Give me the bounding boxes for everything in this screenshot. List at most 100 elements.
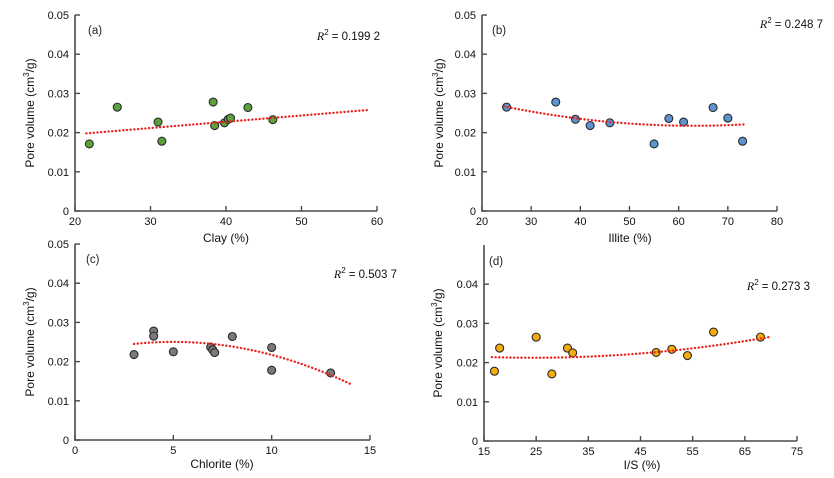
x-tick-label: 65 (739, 446, 751, 458)
data-point (157, 136, 167, 146)
r-squared-value: = 0.248 7 (774, 19, 823, 31)
r-symbol: R (746, 279, 755, 293)
panel-label: (b) (492, 25, 507, 37)
y-tick-label: 0.04 (48, 278, 69, 290)
x-tick-label: 40 (574, 216, 586, 228)
data-point (667, 344, 677, 354)
r-exponent: 2 (341, 266, 346, 276)
y-tick-label: 0.02 (48, 128, 69, 140)
data-point (664, 113, 674, 124)
y-axis-title: Pore volume (cm3/g) (431, 58, 446, 168)
r-exponent: 2 (754, 278, 759, 288)
x-tick-label: 35 (582, 446, 594, 458)
y-axis-title: Pore volume (cm3/g) (22, 58, 37, 168)
y-tick-label: 0.01 (457, 397, 478, 409)
trend-line (490, 335, 773, 359)
data-point (585, 120, 595, 131)
data-point (708, 327, 719, 337)
r-squared-annotation: R2 = 0.199 2 (317, 29, 380, 44)
x-axis-title: Illite (%) (608, 231, 652, 245)
x-tick-label: 50 (295, 216, 307, 228)
data-point (84, 139, 94, 149)
data-point (112, 102, 122, 112)
r-squared-value: = 0.273 3 (761, 281, 810, 293)
data-point (531, 332, 541, 342)
data-point (168, 347, 178, 357)
data-point (495, 343, 505, 353)
data-point (723, 113, 733, 123)
panel-label: (a) (88, 25, 103, 37)
r-squared-annotation: R2 = 0.503 7 (334, 267, 397, 282)
y-tick-label: 0 (63, 206, 69, 218)
y-tick-label: 0.01 (48, 396, 69, 408)
y-tick-label: 0.01 (455, 167, 476, 179)
data-point (149, 331, 159, 341)
axis (74, 15, 377, 212)
x-tick-label: 80 (771, 216, 783, 228)
y-axis-title: Pore volume (cm3/g) (22, 287, 37, 397)
axis (483, 245, 797, 442)
r-exponent: 2 (767, 16, 772, 26)
x-axis-title: Clay (%) (202, 231, 250, 245)
x-tick-label: 20 (476, 216, 488, 228)
data-point (547, 369, 557, 379)
y-tick-label: 0.01 (48, 167, 69, 179)
trend-line (85, 108, 371, 135)
x-tick-label: 10 (266, 445, 278, 457)
x-tick-label: 15 (364, 445, 376, 457)
x-tick-label: 55 (687, 446, 699, 458)
y-tick-label: 0.03 (48, 317, 69, 329)
data-point (267, 365, 277, 375)
y-tick-label: 0.03 (457, 318, 478, 330)
x-tick-label: 40 (220, 216, 232, 228)
data-point (570, 114, 580, 124)
x-tick-label: 50 (623, 216, 635, 228)
data-point (708, 102, 718, 113)
y-tick-label: 0 (63, 435, 69, 447)
scatter-plot-is: 15 25 35 45 55 65 75 0 0.01 0.02 0.03 0.04 (457, 245, 803, 458)
trend-line (502, 105, 747, 127)
y-tick-label: 0.02 (457, 358, 478, 370)
x-axis-title: Chlorite (%) (190, 457, 254, 471)
trend-line (132, 340, 352, 386)
y-tick-label: 0.03 (48, 88, 69, 100)
x-tick-label: 30 (144, 216, 156, 228)
y-tick-label: 0 (472, 436, 478, 448)
data-point (210, 348, 220, 358)
r-symbol: R (333, 267, 342, 281)
y-tick-label: 0.02 (48, 357, 69, 369)
r-exponent: 2 (324, 28, 329, 38)
data-point (208, 97, 218, 107)
axis (481, 15, 777, 212)
y-tick-label: 0.05 (48, 10, 69, 22)
data-point (129, 349, 139, 360)
y-axis-title: Pore volume (cm3/g) (430, 288, 445, 398)
r-squared-value: = 0.199 2 (331, 31, 380, 43)
x-tick-label: 5 (170, 445, 176, 457)
y-tick-label: 0 (470, 206, 476, 218)
data-point (649, 139, 659, 149)
r-symbol: R (316, 29, 325, 43)
data-point (243, 102, 253, 113)
scatter-plot-chlorite: 0 5 10 15 0 0.01 0.02 0.03 0.04 0.05 (48, 239, 377, 457)
data-point (738, 136, 748, 146)
panel-c: 0 5 10 15 0 0.01 0.02 0.03 0.04 0.05 (c) R2 = 0.50… (0, 239, 417, 478)
x-tick-label: 60 (673, 216, 685, 228)
y-tick-label: 0.04 (48, 49, 69, 61)
panel-b: 20 30 40 50 60 70 80 0 0.01 0.02 0.03 0.04 0.05 (b) … (417, 0, 834, 245)
data-point (227, 331, 237, 342)
x-tick-label: 0 (72, 445, 78, 457)
x-tick-label: 15 (478, 446, 490, 458)
r-squared-annotation: R2 = 0.273 3 (747, 279, 810, 294)
x-tick-label: 25 (530, 446, 542, 458)
y-tick-label: 0.05 (455, 10, 476, 22)
x-tick-label: 30 (525, 216, 537, 228)
y-tick-label: 0.04 (457, 279, 478, 291)
x-tick-label: 45 (634, 446, 646, 458)
r-symbol: R (759, 17, 768, 31)
panel-label: (c) (86, 254, 100, 266)
y-tick-label: 0.03 (455, 88, 476, 100)
panel-label: (d) (489, 256, 504, 268)
data-point (682, 350, 693, 361)
